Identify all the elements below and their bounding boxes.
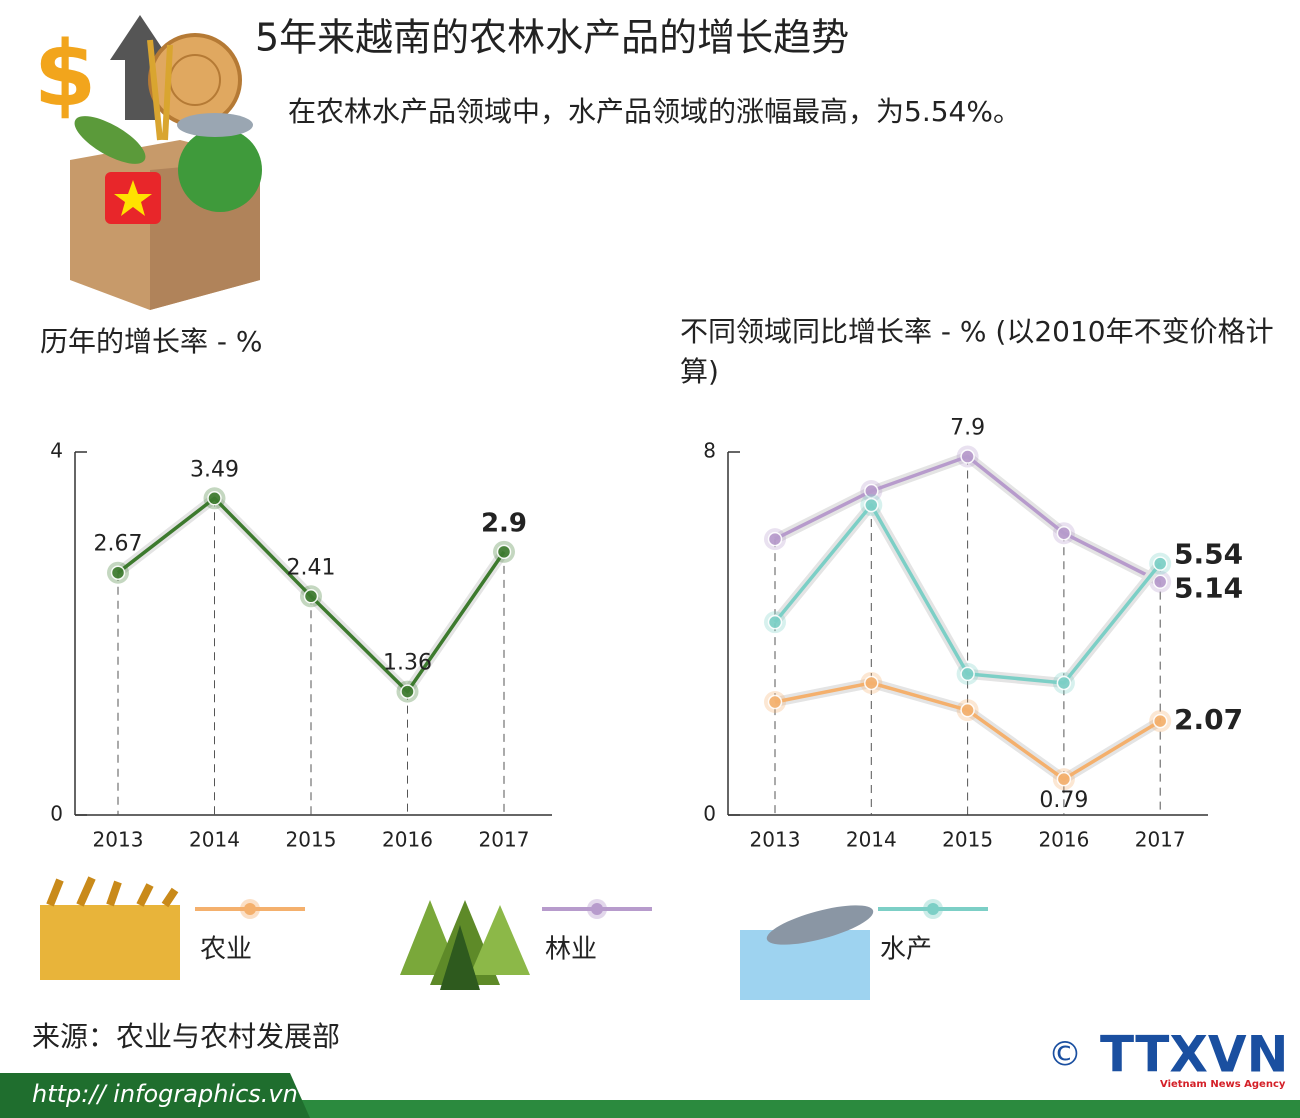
svg-text:$: $ [34,22,97,127]
chart-title: 不同领域同比增长率 - % (以2010年不变价格计算) [680,315,1274,388]
data-label: 2.07 [1174,703,1243,736]
point [1152,713,1168,729]
point [960,702,975,718]
point [400,684,415,699]
legend-label: 农业 [200,935,252,965]
point [960,666,975,682]
title: 5年来越南的农林水产品的增长趋势 [255,16,849,60]
logo-subtitle: Vietnam News Agency [1160,1079,1286,1090]
legend-marker [927,903,939,915]
source: 来源：农业与农村发展部 [32,1020,340,1053]
data-label: 0.79 [1039,788,1088,813]
x-tick-label: 2016 [382,828,433,852]
point [767,694,783,710]
data-label: 2.9 [481,508,527,538]
y-tick-label: 0 [703,802,716,826]
x-tick-label: 2017 [1135,828,1186,852]
x-tick-label: 2014 [846,828,897,852]
chart-title: 历年的增长率 - % [40,325,263,358]
legend-label: 林业 [545,935,597,965]
point [110,565,126,580]
point [207,491,222,506]
legend-label: 水产 [880,935,932,965]
point [1056,771,1072,787]
data-label: 2.67 [94,532,143,557]
legend-marker [591,903,603,915]
y-tick-label: 0 [50,802,63,826]
footer-url: http:// infographics.vn [32,1080,298,1108]
data-label: 1.36 [383,651,432,676]
header-illustration: $ [34,15,262,310]
logo: TTXVN [1100,1026,1288,1084]
x-tick-label: 2015 [286,828,337,852]
x-tick-label: 2013 [93,828,144,852]
point [1056,525,1072,541]
x-tick-label: 2013 [750,828,801,852]
data-label: 2.41 [287,555,336,580]
point [496,544,512,560]
data-label: 3.49 [190,457,239,482]
x-tick-label: 2015 [942,828,993,852]
footer-tab [0,1073,310,1118]
point [767,614,783,630]
data-label: 5.14 [1174,572,1243,605]
point [303,589,319,604]
point [864,483,879,499]
point [960,449,975,464]
point [864,497,879,513]
copyright: © [1048,1035,1082,1075]
legend-marker [244,903,256,915]
subtitle: 在农林水产品领域中，水产品领域的涨幅最高，为5.54%。 [288,95,1021,128]
y-tick-label: 4 [50,439,63,463]
legend-illustrations [40,876,874,1000]
x-tick-label: 2014 [189,828,240,852]
x-tick-label: 2016 [1038,828,1089,852]
footer-bar [0,1100,1300,1118]
data-label: 5.54 [1174,538,1243,571]
point [767,531,783,547]
data-label: 7.9 [950,416,985,441]
x-tick-label: 2017 [479,828,530,852]
point [864,675,879,691]
point [1056,675,1072,691]
y-tick-label: 8 [703,439,716,463]
point [1152,556,1168,571]
point [1152,574,1168,590]
